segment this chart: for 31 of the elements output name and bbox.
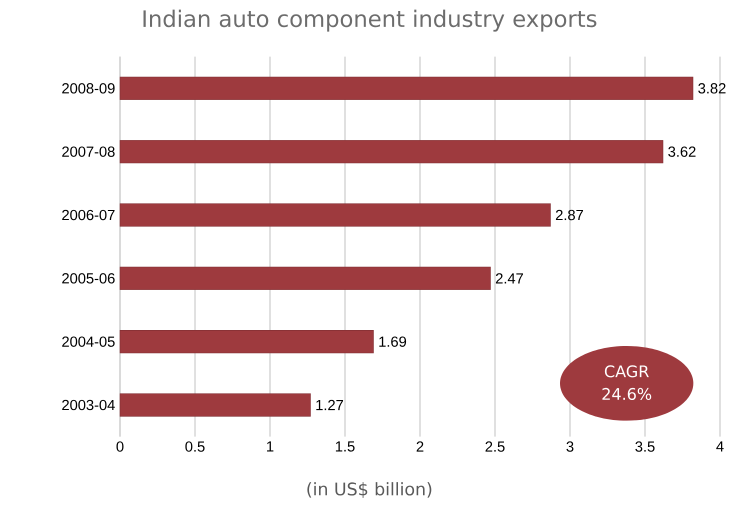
x-tick-label: 0 [116,441,124,452]
chart-title: Indian auto component industry exports [143,10,596,32]
y-tick-label: 2004-05 [62,336,115,347]
data-label: 2.87 [556,210,584,220]
y-tick-label: 2006-07 [62,210,115,220]
bar [120,140,664,164]
y-tick-label: 2005-06 [62,273,115,284]
data-label: 3.62 [668,146,696,157]
bar [120,76,694,100]
bar [120,203,551,227]
x-axis-title: (in US$ billion) [307,482,432,498]
x-tick-label: 1 [267,441,274,452]
y-tick-label: 2007-08 [62,146,115,157]
data-label: 1.27 [316,400,344,410]
bar [120,393,311,417]
bar [120,266,491,290]
x-tick-label: 2 [416,441,424,452]
y-tick-label: 2008-09 [62,83,115,94]
x-tick-label: 3 [566,441,574,452]
data-label: 2.47 [496,273,524,284]
x-tick-label: 0.5 [185,441,205,452]
x-tick-label: 4 [716,441,724,452]
x-tick-label: 2.5 [486,441,505,452]
x-tick-label: 3.5 [635,441,655,452]
annotation: 24.6% [602,388,652,400]
y-tick-label: 2003-04 [62,400,115,410]
x-tick-label: 1.5 [336,441,355,452]
data-label: 1.69 [379,336,406,347]
annotation: CAGR [604,365,649,378]
data-label: 3.82 [698,83,726,94]
bar [120,330,374,354]
